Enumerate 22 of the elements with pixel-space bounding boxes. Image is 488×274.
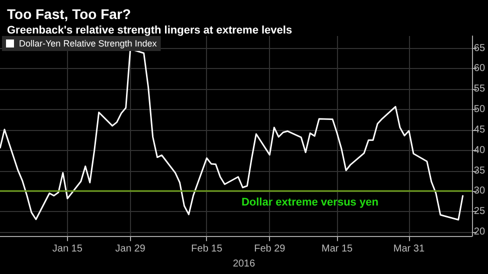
y-tick-label: 25: [474, 206, 486, 218]
chart-subtitle: Greenback's relative strength lingers at extreme levels: [7, 24, 292, 36]
x-tick-label: Mar 31: [393, 244, 425, 255]
ref-line-label: Dollar extreme versus yen: [241, 196, 379, 209]
y-tick-label: 50: [474, 104, 486, 116]
y-tick-label: 55: [474, 84, 486, 95]
line-series: [0, 48, 464, 221]
y-tick-label: 40: [474, 144, 486, 156]
x-axis-title: 2016: [232, 258, 256, 270]
y-tick-label: 35: [474, 165, 486, 176]
y-tick-label: 20: [474, 226, 486, 238]
x-tick-label: Feb 15: [191, 244, 223, 255]
x-tick-label: Mar 15: [321, 244, 354, 255]
x-tick-label: Feb 29: [254, 244, 286, 255]
y-tick-label: 30: [474, 186, 486, 197]
legend-label: Dollar-Yen Relative Strength Index: [19, 38, 158, 48]
y-tick-label: 60: [474, 63, 486, 74]
x-tick-label: Jan 15: [52, 244, 83, 255]
y-tick-label: 45: [474, 124, 486, 136]
chart-title: Too Fast, Too Far?: [7, 6, 131, 22]
y-tick-label: 65: [474, 42, 486, 54]
x-tick-label: Jan 29: [115, 244, 146, 255]
